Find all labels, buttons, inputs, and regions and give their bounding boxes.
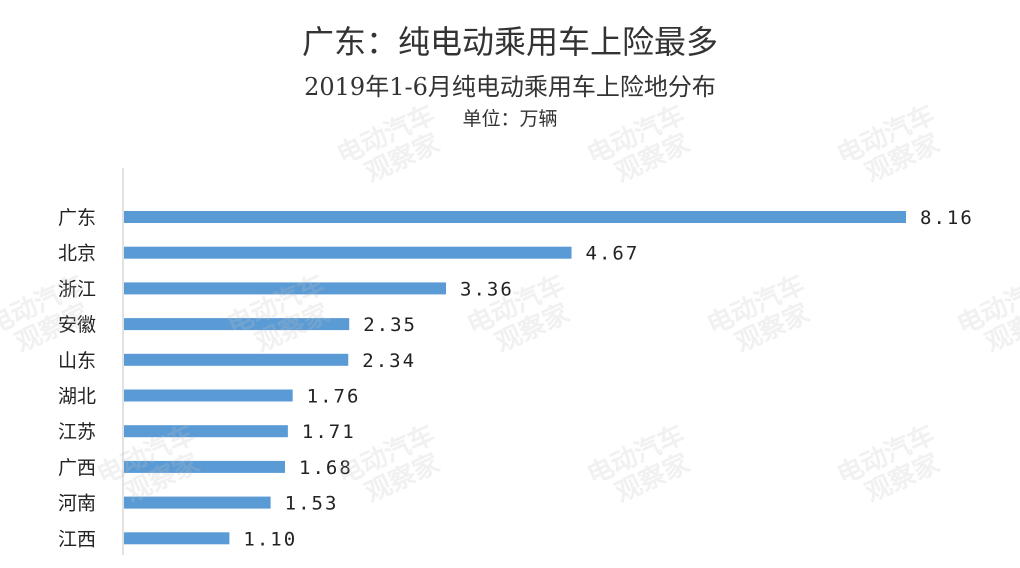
data-label: 2.34 [362, 350, 416, 372]
chart-subtitle: 2019年1-6月纯电动乘用车上险地分布 [304, 73, 716, 101]
data-label: 8.16 [920, 207, 974, 229]
unit-label: 单位：万辆 [462, 108, 558, 130]
data-label: 1.71 [302, 421, 356, 443]
bar [124, 211, 906, 223]
bar [124, 496, 271, 509]
bar [124, 318, 350, 331]
data-label: 1.68 [299, 457, 353, 479]
bar [124, 389, 293, 402]
category-label: 河南 [58, 493, 96, 515]
category-label: 浙江 [58, 278, 96, 300]
data-label: 1.53 [285, 493, 339, 515]
category-label: 北京 [58, 243, 96, 265]
category-label: 湖北 [58, 386, 96, 408]
category-label: 广东 [58, 207, 96, 229]
category-label: 山东 [58, 350, 96, 372]
bar [124, 282, 446, 295]
bar [124, 532, 230, 545]
category-label: 广西 [58, 457, 96, 479]
bar [124, 353, 349, 366]
category-label: 安徽 [58, 314, 96, 336]
data-label: 4.67 [586, 243, 640, 265]
bar [124, 460, 285, 473]
bars-group: 广东 8.16 北京 4.67 浙江 3.36 安徽 2.35 山东 2.34 湖北 1.76 江苏 1.… [58, 207, 974, 550]
category-label: 江苏 [58, 421, 96, 443]
data-label: 2.35 [363, 314, 417, 336]
data-label: 3.36 [460, 278, 514, 300]
bar [124, 425, 288, 438]
bar [124, 246, 572, 259]
category-label: 江西 [58, 528, 96, 550]
chart-title: 广东：纯电动乘用车上险最多 [301, 23, 718, 61]
data-label: 1.76 [307, 386, 361, 408]
data-label: 1.10 [243, 528, 297, 550]
